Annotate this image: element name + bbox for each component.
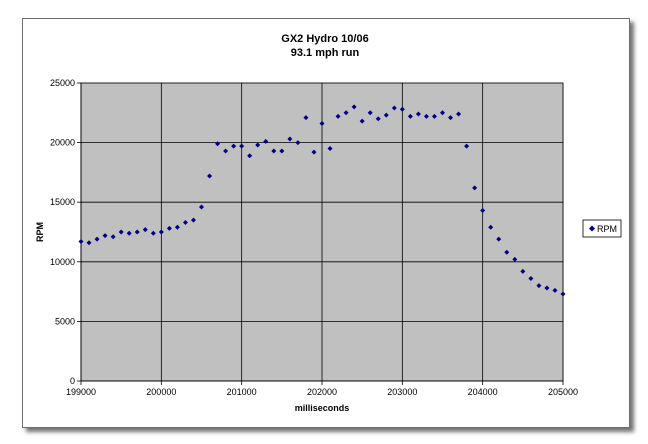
data-point (391, 105, 397, 111)
data-point (375, 116, 381, 122)
data-point (335, 113, 341, 119)
data-point (247, 153, 253, 159)
data-points (78, 104, 566, 297)
data-point (504, 249, 510, 255)
data-point (456, 111, 462, 117)
data-point (158, 229, 164, 235)
data-point (150, 230, 156, 236)
data-point (118, 229, 124, 235)
data-point (166, 225, 172, 231)
axes (77, 82, 564, 385)
x-axis-label: milliseconds (295, 403, 350, 413)
data-point (367, 110, 373, 116)
x-tick-label: 202000 (307, 387, 337, 397)
data-point (520, 268, 526, 274)
data-point (528, 275, 534, 281)
data-point (399, 106, 405, 112)
y-tick-label: 0 (70, 376, 75, 386)
data-point (488, 224, 494, 230)
chart-subtitle: 93.1 mph run (291, 47, 360, 59)
chart-frame: GX2 Hydro 10/06 93.1 mph run 199000 20000… (22, 18, 630, 428)
x-tick-label: 201000 (227, 387, 257, 397)
y-tick-label: 25000 (50, 78, 75, 88)
data-point (383, 112, 389, 118)
x-tick-label: 205000 (548, 387, 578, 397)
data-point (190, 217, 196, 223)
data-point (423, 113, 429, 119)
data-point (544, 285, 550, 291)
data-point (142, 227, 148, 233)
data-point (496, 236, 502, 242)
data-point (110, 234, 116, 240)
data-point (327, 146, 333, 152)
data-point (207, 173, 213, 179)
x-tick-label: 200000 (146, 387, 176, 397)
y-tick-label: 20000 (50, 138, 75, 148)
data-point (263, 138, 269, 144)
data-point (223, 148, 229, 154)
legend: RPM (582, 219, 622, 238)
data-point (343, 110, 349, 116)
x-tick-label: 203000 (387, 387, 417, 397)
tick-labels: 199000 200000 201000 202000 203000 204000 2050… (50, 78, 578, 397)
data-point (472, 185, 478, 191)
x-tick-label: 199000 (66, 387, 96, 397)
data-point (319, 121, 325, 127)
data-point (126, 230, 132, 236)
data-point (351, 104, 357, 110)
data-point (512, 256, 518, 262)
data-point (311, 149, 317, 155)
data-point (182, 219, 188, 225)
data-point (102, 233, 108, 239)
y-tick-label: 10000 (50, 257, 75, 267)
data-point (134, 229, 140, 235)
legend-entry: RPM (597, 224, 617, 234)
legend-marker-icon (589, 225, 595, 232)
y-tick-label: 5000 (55, 316, 75, 326)
legend-box (582, 219, 622, 238)
data-point (560, 291, 566, 297)
data-point (407, 113, 413, 119)
data-point (464, 143, 470, 149)
data-point (231, 143, 237, 149)
data-point (215, 141, 221, 147)
data-point (287, 136, 293, 142)
data-point (303, 115, 309, 121)
data-point (448, 115, 454, 121)
data-point (94, 236, 100, 242)
data-point (295, 140, 301, 146)
y-axis-label: RPM (35, 222, 45, 242)
chart-canvas: GX2 Hydro 10/06 93.1 mph run 199000 20000… (35, 33, 622, 413)
data-point (415, 111, 421, 117)
chart-title: GX2 Hydro 10/06 (281, 33, 368, 45)
data-point (431, 113, 437, 119)
x-tick-label: 204000 (468, 387, 498, 397)
data-point (78, 239, 84, 245)
y-tick-label: 15000 (50, 197, 75, 207)
data-point (199, 204, 204, 210)
data-point (536, 283, 542, 289)
data-point (174, 224, 180, 230)
data-point (359, 118, 365, 124)
data-point (552, 287, 558, 293)
data-point (86, 240, 92, 246)
data-point (239, 143, 245, 149)
data-point (440, 110, 445, 116)
data-point (271, 148, 277, 154)
data-point (255, 142, 261, 148)
data-point (279, 148, 285, 154)
data-point (480, 208, 486, 214)
